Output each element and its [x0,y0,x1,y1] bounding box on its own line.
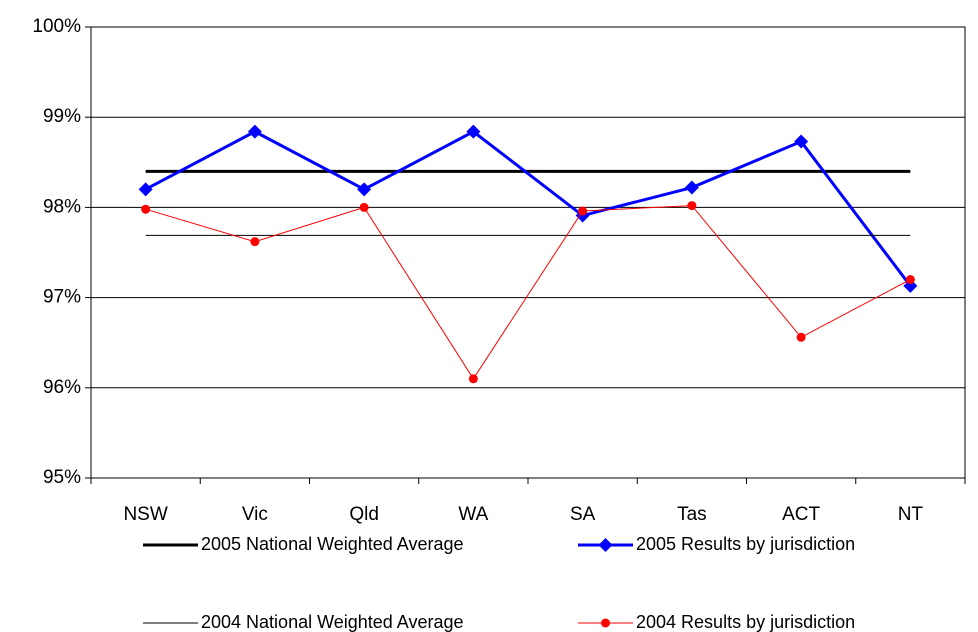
series-line [145,205,911,380]
point [138,182,153,197]
x-tick-label: SA [570,504,596,525]
y-tick-label: 98% [43,196,81,217]
legend-label: 2005 Results by jurisdiction [636,534,855,554]
y-tick-label: 95% [43,467,81,488]
point [359,202,369,212]
x-tick-label: Tas [677,504,707,525]
point [247,124,262,139]
point [357,182,372,197]
point [905,275,915,285]
x-tick-label: NSW [123,504,167,525]
point [141,204,151,214]
y-tick-label: 97% [43,287,81,308]
point [796,332,806,342]
x-tick-label: WA [458,504,488,525]
legend-label: 2004 Results by jurisdiction [636,612,855,632]
point [250,237,260,247]
series-line [144,129,912,287]
legend-marker [601,618,610,628]
legend-label: 2004 National Weighted Average [201,612,464,632]
legend-marker [598,538,613,552]
point [578,206,588,216]
plot-area [90,26,966,479]
y-tick-label: 100% [32,16,81,37]
x-tick-label: Qld [349,504,379,525]
point [466,124,481,139]
x-tick-label: NT [898,504,924,525]
x-tick-label: ACT [782,504,820,525]
point [468,374,478,384]
legend-label: 2005 National Weighted Average [201,534,464,554]
point [794,134,809,149]
x-tick-label: Vic [242,504,268,525]
point [684,180,699,195]
y-tick-label: 96% [43,377,81,398]
y-tick-label: 99% [43,106,81,127]
point [687,201,697,211]
